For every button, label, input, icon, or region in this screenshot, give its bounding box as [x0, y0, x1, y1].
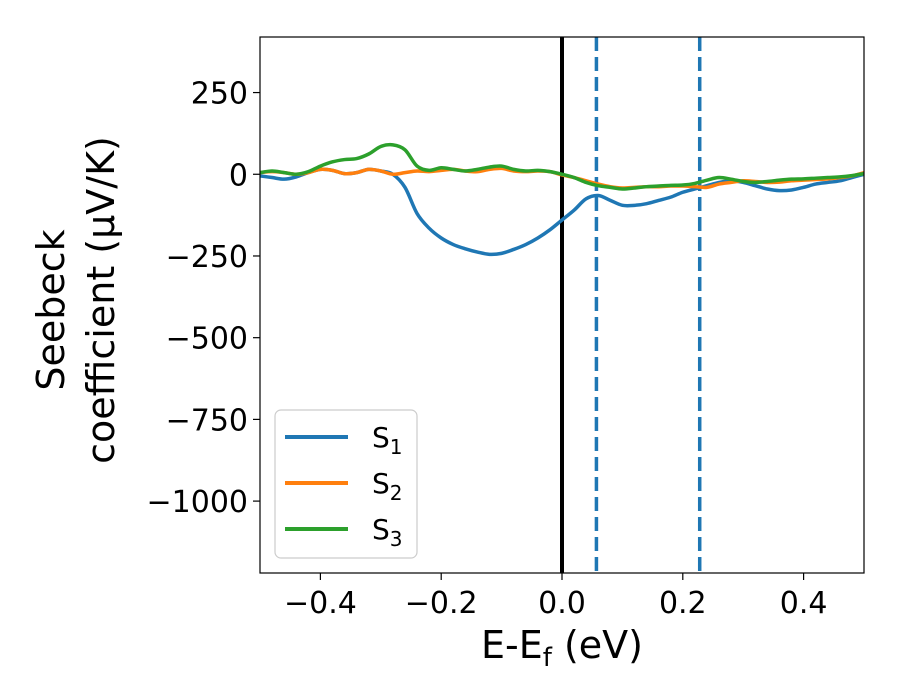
y-tick-label: 250	[191, 77, 248, 112]
series-line-S3	[260, 142, 864, 191]
legend-label-S1: S1	[372, 421, 403, 459]
y-axis-title-line1: Seebeck	[29, 229, 73, 390]
y-tick-label: 0	[229, 158, 248, 193]
legend: S1 S2 S3	[274, 409, 418, 559]
x-tick-label: 0.2	[659, 586, 707, 621]
x-tick-label: −0.4	[284, 586, 357, 621]
x-axis: −0.4 −0.2 0.0 0.2 0.4	[284, 573, 827, 621]
y-axis: 250 0 −250 −500 −750 −1000	[147, 77, 260, 520]
legend-label-S2: S2	[372, 467, 403, 505]
y-tick-label: −750	[166, 403, 248, 438]
x-axis-title: E-Ef (eV)	[481, 623, 643, 673]
x-tick-label: 0.4	[780, 586, 828, 621]
legend-label-S3: S3	[372, 513, 403, 551]
y-tick-label: −250	[166, 240, 248, 275]
x-tick-label: −0.2	[405, 586, 478, 621]
x-tick-label: 0.0	[538, 586, 586, 621]
y-tick-label: −1000	[147, 485, 248, 520]
y-tick-label: −500	[166, 322, 248, 357]
series-lines	[260, 142, 864, 257]
reference-lines	[560, 37, 702, 573]
y-axis-title-line2: coefficient (μV/K)	[79, 136, 123, 464]
